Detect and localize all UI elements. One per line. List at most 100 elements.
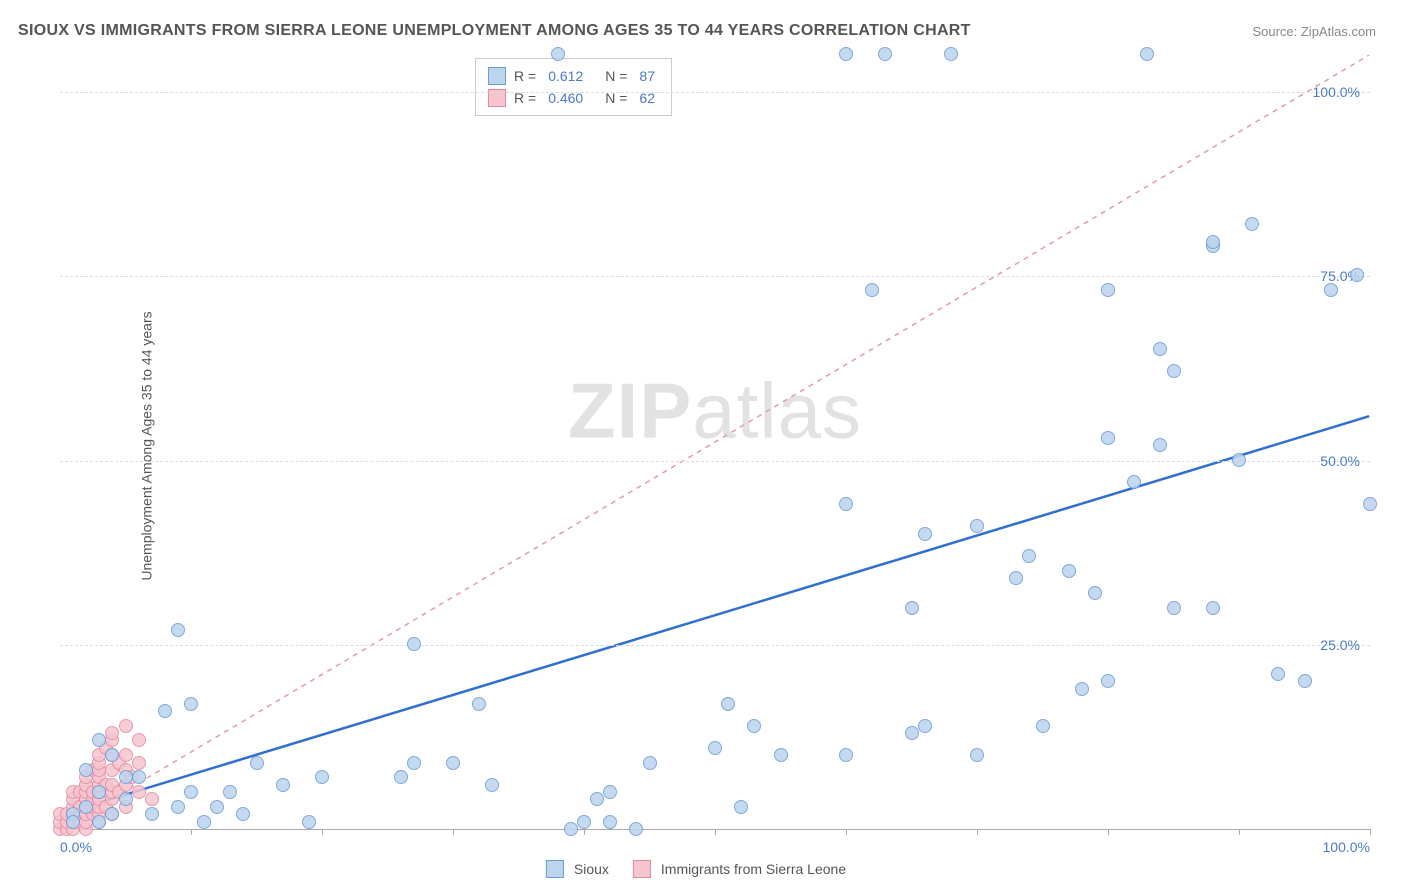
scatter-point	[1140, 47, 1154, 61]
scatter-point	[184, 785, 198, 799]
gridline	[60, 92, 1370, 93]
scatter-point	[1009, 571, 1023, 585]
scatter-point	[774, 748, 788, 762]
scatter-point	[105, 726, 119, 740]
watermark-bold: ZIP	[568, 367, 692, 455]
legend-swatch	[633, 860, 651, 878]
r-value: 0.612	[548, 68, 583, 84]
correlation-legend-row: R =0.460N =62	[488, 87, 659, 109]
scatter-point	[119, 719, 133, 733]
scatter-point	[92, 733, 106, 747]
scatter-point	[132, 756, 146, 770]
scatter-point	[1101, 283, 1115, 297]
x-tick	[191, 829, 192, 835]
x-tick	[977, 829, 978, 835]
scatter-point	[970, 748, 984, 762]
x-tick	[322, 829, 323, 835]
x-tick	[453, 829, 454, 835]
scatter-point	[472, 697, 486, 711]
scatter-point	[1022, 549, 1036, 563]
scatter-point	[197, 815, 211, 829]
scatter-point	[1363, 497, 1377, 511]
scatter-point	[315, 770, 329, 784]
scatter-point	[1232, 453, 1246, 467]
x-tick	[1108, 829, 1109, 835]
chart-container: SIOUX VS IMMIGRANTS FROM SIERRA LEONE UN…	[0, 0, 1406, 892]
scatter-point	[1062, 564, 1076, 578]
scatter-point	[158, 704, 172, 718]
scatter-point	[276, 778, 290, 792]
scatter-point	[905, 726, 919, 740]
scatter-point	[734, 800, 748, 814]
scatter-point	[105, 748, 119, 762]
scatter-point	[839, 748, 853, 762]
scatter-point	[839, 47, 853, 61]
scatter-point	[603, 785, 617, 799]
watermark: ZIPatlas	[568, 366, 862, 457]
gridline	[60, 276, 1370, 277]
x-tick	[584, 829, 585, 835]
x-tick-label: 0.0%	[60, 839, 92, 855]
scatter-point	[92, 785, 106, 799]
chart-title: SIOUX VS IMMIGRANTS FROM SIERRA LEONE UN…	[18, 22, 971, 40]
scatter-point	[210, 800, 224, 814]
n-label: N =	[605, 68, 627, 84]
scatter-point	[119, 770, 133, 784]
plot-area: ZIPatlas R =0.612N =87R =0.460N =62 25.0…	[60, 55, 1370, 830]
scatter-point	[407, 756, 421, 770]
scatter-point	[236, 807, 250, 821]
legend-swatch	[488, 67, 506, 85]
scatter-point	[66, 815, 80, 829]
gridline	[60, 645, 1370, 646]
y-tick-label: 50.0%	[1320, 453, 1360, 469]
scatter-point	[865, 283, 879, 297]
gridline	[60, 461, 1370, 462]
scatter-point	[839, 497, 853, 511]
scatter-point	[407, 637, 421, 651]
y-tick-label: 100.0%	[1313, 84, 1360, 100]
correlation-legend: R = 0.612 N = 87 R =0.460N =62	[475, 58, 672, 116]
scatter-point	[485, 778, 499, 792]
scatter-point	[577, 815, 591, 829]
scatter-point	[1298, 674, 1312, 688]
scatter-point	[119, 748, 133, 762]
scatter-point	[878, 47, 892, 61]
x-tick	[1370, 829, 1371, 835]
scatter-point	[171, 623, 185, 637]
scatter-point	[119, 792, 133, 806]
r-label: R =	[514, 68, 536, 84]
series-legend: SiouxImmigrants from Sierra Leone	[546, 860, 860, 878]
scatter-point	[1088, 586, 1102, 600]
source-label: Source: ZipAtlas.com	[1252, 24, 1376, 39]
scatter-point	[1206, 601, 1220, 615]
scatter-point	[250, 756, 264, 770]
scatter-point	[747, 719, 761, 733]
scatter-point	[132, 785, 146, 799]
scatter-point	[184, 697, 198, 711]
scatter-point	[92, 815, 106, 829]
scatter-point	[1245, 217, 1259, 231]
scatter-point	[79, 763, 93, 777]
scatter-point	[708, 741, 722, 755]
scatter-point	[1036, 719, 1050, 733]
scatter-point	[105, 807, 119, 821]
scatter-point	[1153, 438, 1167, 452]
n-value: 87	[639, 68, 655, 84]
x-tick-label: 100.0%	[1323, 839, 1370, 855]
scatter-point	[223, 785, 237, 799]
correlation-legend-row: R = 0.612 N = 87	[488, 65, 659, 87]
legend-swatch	[546, 860, 564, 878]
scatter-point	[145, 807, 159, 821]
scatter-point	[1127, 475, 1141, 489]
scatter-point	[1167, 364, 1181, 378]
scatter-point	[918, 719, 932, 733]
scatter-point	[721, 697, 735, 711]
scatter-point	[629, 822, 643, 836]
scatter-point	[1167, 601, 1181, 615]
scatter-point	[643, 756, 657, 770]
scatter-point	[79, 800, 93, 814]
scatter-point	[1324, 283, 1338, 297]
watermark-rest: atlas	[692, 367, 862, 455]
x-tick	[1239, 829, 1240, 835]
scatter-point	[1206, 235, 1220, 249]
